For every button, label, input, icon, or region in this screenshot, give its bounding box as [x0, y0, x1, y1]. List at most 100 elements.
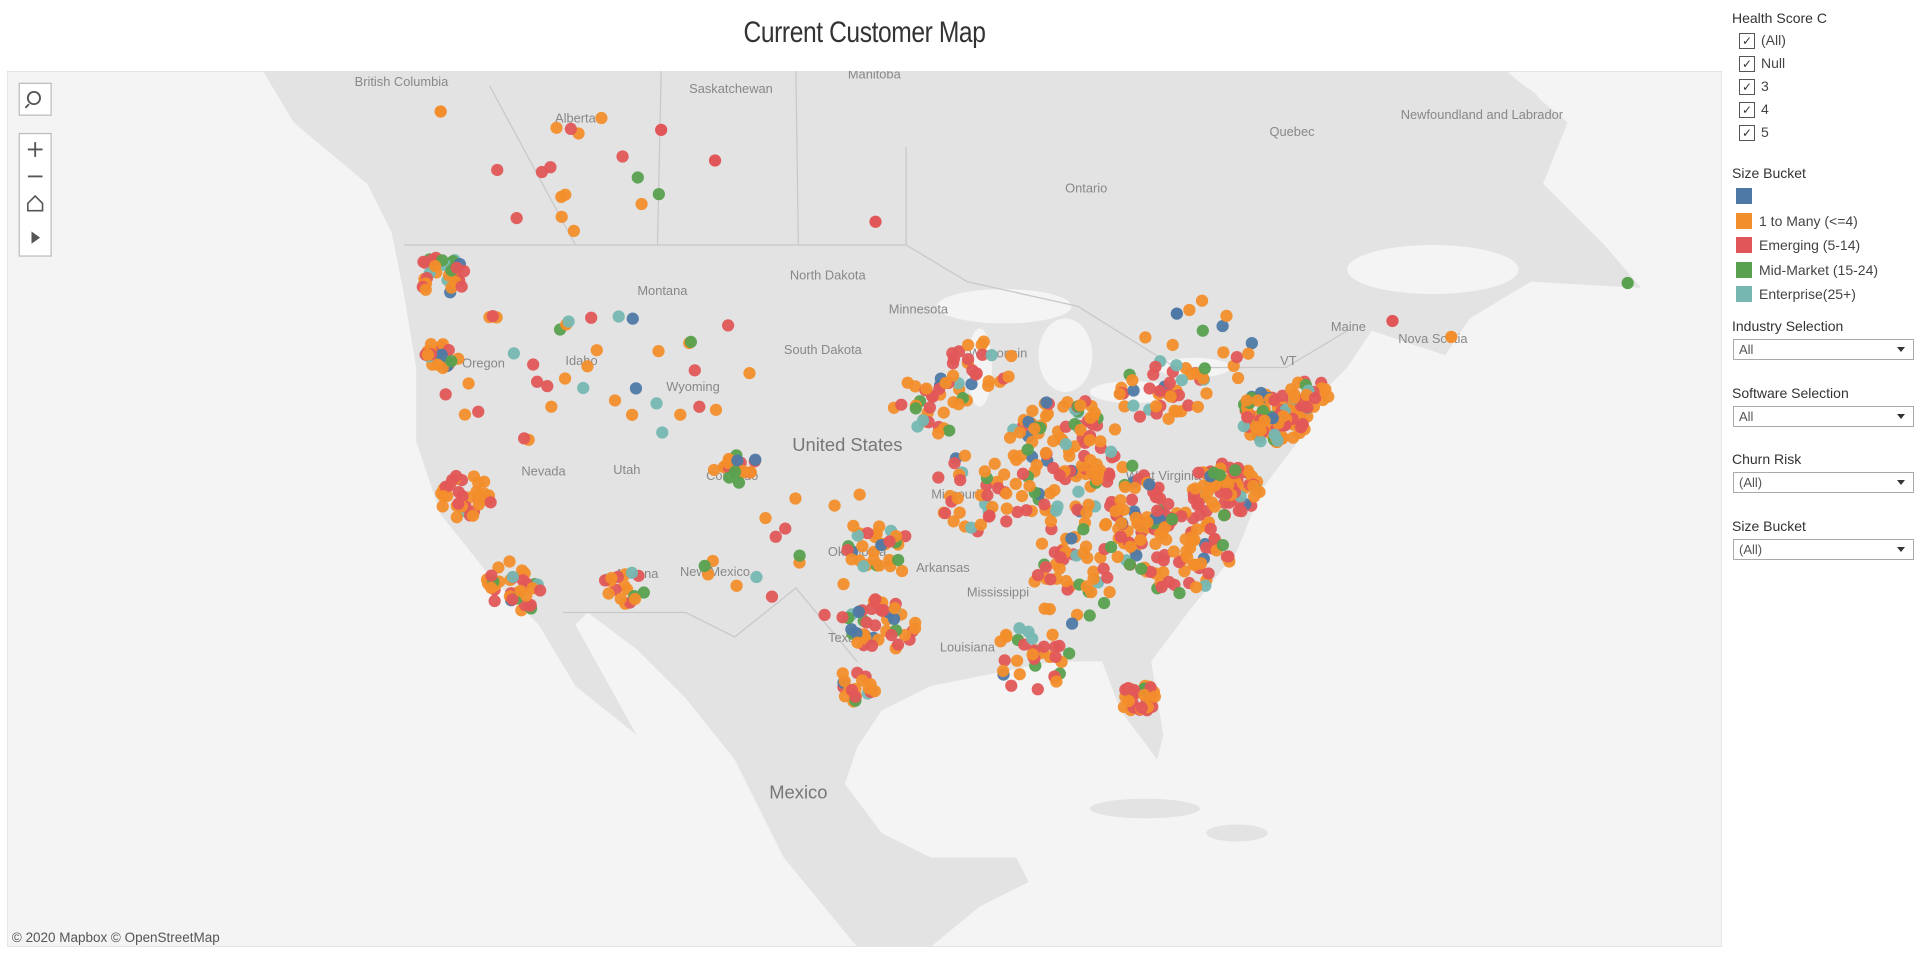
customer-dot	[1125, 493, 1139, 506]
region-label: Alberta	[555, 111, 597, 126]
legend-label: Enterprise(25+)	[1759, 286, 1856, 302]
customer-dot	[1386, 314, 1399, 328]
customer-dot	[1072, 485, 1085, 498]
customer-dot	[1143, 478, 1156, 491]
customer-dot	[1189, 581, 1203, 594]
customer-dot	[850, 627, 863, 640]
customer-dot	[1040, 396, 1053, 409]
search-icon	[24, 103, 30, 109]
customer-dot	[1288, 391, 1301, 404]
dropdown-value: (All)	[1739, 541, 1763, 557]
region-label: Quebec	[1270, 124, 1316, 139]
checkbox-label: 4	[1761, 101, 1769, 117]
customer-dot	[1054, 551, 1067, 564]
customer-dot	[920, 382, 933, 395]
customer-dot	[437, 490, 450, 503]
customer-dot	[1116, 461, 1129, 474]
customer-dot	[1193, 508, 1206, 521]
land	[263, 71, 1642, 947]
customer-dot	[1198, 362, 1211, 375]
map[interactable]: United States Mexico British Columbia Alber…	[7, 71, 1722, 947]
customer-dot	[1124, 540, 1137, 553]
customer-dot	[1111, 550, 1124, 564]
region-label: Utah	[613, 462, 640, 477]
customer-dot	[1065, 532, 1078, 545]
customer-dot	[874, 603, 888, 617]
legend-swatch	[1736, 237, 1752, 253]
customer-dot	[595, 111, 608, 125]
customer-dot	[730, 579, 743, 592]
customer-dot	[1191, 400, 1204, 413]
customer-dot	[674, 408, 687, 421]
legend-label: Mid-Market (15-24)	[1759, 261, 1879, 278]
zoom-in[interactable]	[27, 142, 43, 157]
pan-button[interactable]	[31, 231, 41, 244]
customer-dot	[887, 612, 901, 625]
checkbox[interactable]: ✓	[1739, 125, 1755, 141]
customer-dot	[966, 364, 979, 377]
customer-dot	[458, 408, 472, 421]
customer-dot	[652, 188, 665, 201]
customer-dot	[1060, 575, 1073, 588]
customer-dot	[472, 498, 485, 511]
region-label: Nevada	[521, 463, 566, 478]
customer-dot	[951, 492, 964, 505]
customer-dot	[506, 593, 519, 606]
customer-dot	[1015, 489, 1029, 503]
customer-dot	[1050, 675, 1063, 688]
customer-dot	[1059, 438, 1073, 451]
customer-dot	[749, 453, 762, 466]
customer-dot	[1220, 487, 1233, 501]
customer-dot	[1163, 376, 1176, 389]
region-label: VT	[1280, 353, 1297, 368]
customer-dot	[629, 382, 643, 395]
customer-dot	[1196, 324, 1209, 337]
customer-dot	[449, 469, 463, 483]
customer-dot	[1103, 585, 1116, 599]
customer-dot	[818, 608, 831, 622]
customer-dot	[1083, 609, 1096, 622]
customer-dot	[614, 592, 627, 605]
customer-dot	[998, 654, 1011, 667]
customer-dot	[709, 403, 723, 416]
customer-dot	[1241, 464, 1255, 477]
customer-dot	[1254, 424, 1267, 437]
dropdown[interactable]: (All)	[1733, 538, 1914, 560]
customer-dot	[1063, 449, 1076, 463]
checkbox[interactable]: ✓	[1739, 79, 1755, 95]
dropdown[interactable]: (All)	[1733, 472, 1914, 493]
customer-dot	[1138, 688, 1151, 702]
customer-dot	[1165, 513, 1179, 526]
customer-dot	[860, 616, 873, 629]
checkbox[interactable]: ✓	[1739, 56, 1755, 72]
customer-dot	[965, 377, 978, 391]
customer-dot	[555, 210, 568, 223]
dropdown[interactable]: All	[1733, 405, 1914, 427]
customer-dot	[585, 311, 598, 324]
customer-dot	[845, 683, 858, 697]
customer-dot	[1200, 387, 1213, 400]
search-button[interactable]	[18, 82, 52, 116]
dashboard-title: Current Customer Map	[743, 16, 986, 49]
checkbox[interactable]: ✓	[1739, 102, 1755, 118]
customer-dot	[590, 344, 603, 357]
customer-dot	[750, 570, 763, 584]
customer-dot	[419, 283, 432, 296]
customer-dot	[1126, 459, 1139, 472]
customer-dot	[559, 188, 572, 201]
dropdown[interactable]: All	[1733, 339, 1914, 360]
customer-dot	[708, 154, 722, 167]
customer-dot	[847, 519, 860, 532]
customer-dot	[978, 465, 991, 478]
customer-dot	[1192, 466, 1205, 479]
checkbox[interactable]: ✓	[1739, 33, 1755, 49]
home-button[interactable]	[27, 194, 44, 212]
customer-dot	[466, 509, 480, 522]
region-label: Saskatchewan	[689, 81, 773, 96]
customer-dot	[1127, 384, 1140, 397]
customer-dot	[1199, 579, 1212, 592]
customer-dot	[484, 581, 498, 594]
customer-dot	[1010, 453, 1023, 467]
customer-dot	[688, 364, 701, 377]
customer-dot	[909, 402, 922, 415]
